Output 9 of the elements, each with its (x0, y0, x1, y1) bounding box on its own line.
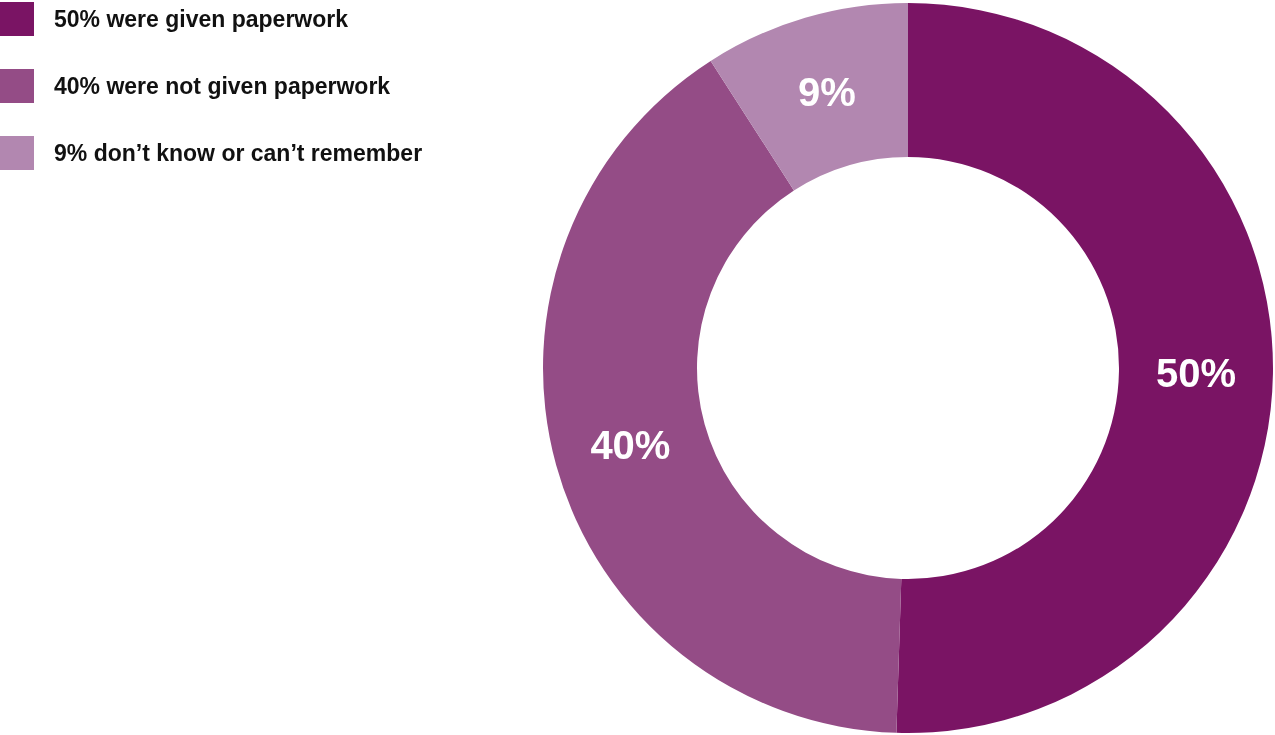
donut-slice (896, 3, 1273, 733)
legend-label: 50% were given paperwork (54, 5, 349, 33)
donut-slice (543, 60, 902, 733)
data-label: 9% (797, 69, 856, 114)
data-label: 50% (1155, 350, 1236, 395)
data-label: 40% (590, 422, 671, 467)
legend-label: 9% don’t know or can’t remember (54, 139, 423, 167)
donut-slice (710, 3, 908, 191)
legend-label: 40% were not given paperwork (54, 72, 391, 100)
